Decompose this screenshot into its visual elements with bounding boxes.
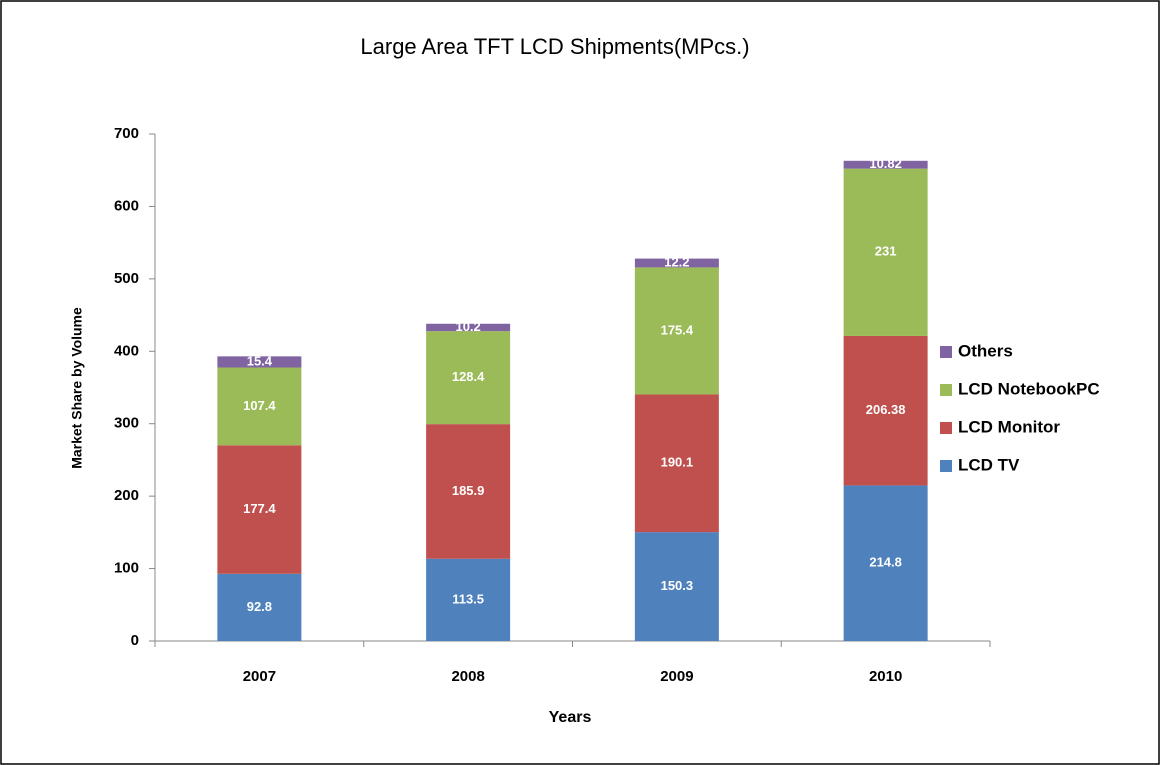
y-tick-label: 200 (114, 487, 139, 504)
legend-swatch (940, 422, 952, 434)
data-label: 175.4 (661, 322, 694, 337)
bar-segment (634, 258, 719, 268)
bar-segment (217, 445, 302, 574)
y-tick-label: 300 (114, 415, 139, 432)
data-label: 177.4 (243, 501, 276, 516)
x-tick-label: 2008 (451, 668, 484, 685)
data-label: 190.1 (661, 455, 694, 470)
bar-segment (843, 160, 928, 169)
data-label: 113.5 (452, 591, 484, 606)
y-tick-label: 400 (114, 342, 139, 359)
bar-segment (217, 367, 302, 446)
y-tick-label: 500 (114, 270, 139, 287)
bar-segment (634, 267, 719, 395)
data-label: 128.4 (452, 369, 485, 384)
y-tick-label: 0 (131, 632, 139, 649)
data-label: 214.8 (869, 555, 902, 570)
y-tick-label: 700 (114, 125, 139, 142)
legend-label: Others (958, 341, 1013, 360)
bar-segment (426, 331, 511, 425)
bar-segment (426, 424, 511, 559)
data-label: 92.8 (247, 599, 272, 614)
legend-label: LCD TV (958, 455, 1020, 474)
bar-segment (426, 558, 511, 641)
chart-title: Large Area TFT LCD Shipments(MPcs.) (360, 34, 749, 59)
bar-segment (426, 323, 511, 332)
data-label: 150.3 (661, 578, 694, 593)
data-label: 15.4 (247, 353, 273, 368)
legend-swatch (940, 346, 952, 358)
bar-segment (843, 335, 928, 486)
data-label: 185.9 (452, 483, 485, 498)
data-label: 10.2 (455, 319, 480, 334)
bar-segment (843, 485, 928, 641)
bar-segment (217, 573, 302, 641)
data-label: 12.2 (664, 254, 689, 269)
bar-segment (634, 394, 719, 533)
legend-swatch (940, 460, 952, 472)
bar-segment (217, 356, 302, 368)
x-tick-label: 2007 (243, 668, 276, 685)
x-axis-label: Years (549, 709, 592, 726)
legend-label: LCD NotebookPC (958, 379, 1100, 398)
legend-swatch (940, 384, 952, 396)
y-tick-label: 100 (114, 560, 139, 577)
bar-segment (843, 168, 928, 336)
x-tick-label: 2009 (660, 668, 693, 685)
data-label: 206.38 (866, 402, 906, 417)
y-tick-label: 600 (114, 197, 139, 214)
data-label: 10.82 (869, 156, 902, 171)
y-axis-label: Market Share by Volume (69, 307, 85, 469)
data-label: 231 (875, 244, 897, 259)
data-label: 107.4 (243, 398, 276, 413)
bar-segment (634, 532, 719, 641)
legend-label: LCD Monitor (958, 417, 1060, 436)
x-tick-label: 2010 (869, 668, 902, 685)
